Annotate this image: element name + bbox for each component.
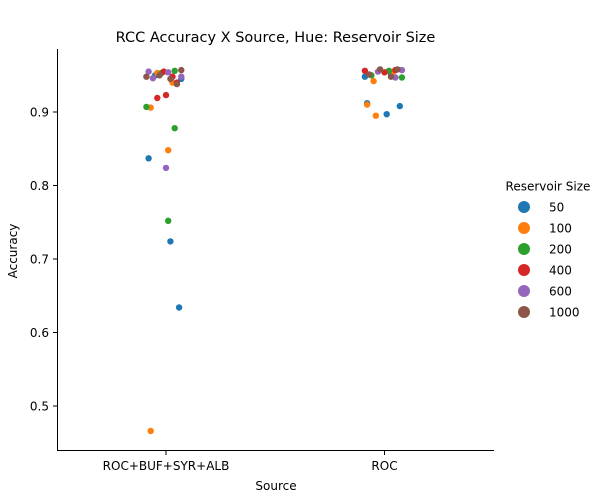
legend: Reservoir Size 50 100 200 400 600 1000	[506, 180, 591, 320]
data-point-1000	[366, 71, 373, 78]
legend-label: 600	[549, 285, 572, 299]
data-point-1000	[178, 66, 185, 74]
data-point-600	[162, 164, 170, 172]
data-point-200	[398, 74, 406, 81]
data-point-1000	[394, 66, 401, 73]
data-point-600	[145, 68, 152, 75]
y-axis-label: Accuracy	[6, 224, 20, 279]
data-point-1000	[376, 66, 384, 73]
chart-title: RCC Accuracy X Source, Hue: Reservoir Si…	[116, 30, 436, 46]
y-tick-label: 0.9	[30, 106, 49, 120]
legend-marker-600	[518, 285, 530, 297]
data-point-400	[154, 94, 161, 102]
data-point-600	[149, 75, 157, 82]
legend-label: 100	[549, 222, 572, 236]
data-point-600	[165, 69, 172, 76]
data-point-200	[171, 125, 178, 132]
data-point-1000	[167, 75, 174, 83]
y-tick-label: 0.8	[30, 179, 49, 193]
data-point-50	[175, 304, 183, 311]
y-tick-label: 0.5	[30, 400, 49, 414]
data-point-50	[145, 155, 152, 162]
x-axis-label: Source	[255, 479, 296, 493]
data-point-100	[165, 147, 172, 154]
legend-marker-100	[518, 222, 530, 234]
legend-marker-1000	[518, 306, 530, 318]
data-point-200	[171, 67, 178, 75]
data-point-200	[165, 217, 172, 224]
legend-label: 400	[549, 264, 572, 278]
legend-label: 1000	[549, 306, 580, 320]
data-point-100	[363, 101, 371, 108]
data-point-200	[143, 103, 150, 111]
y-tick-label: 0.7	[30, 253, 49, 267]
data-point-1000	[143, 73, 150, 80]
plot-area	[143, 66, 406, 435]
data-point-50	[383, 111, 390, 118]
legend-marker-200	[518, 243, 530, 255]
data-point-400	[361, 67, 369, 75]
legend-label: 50	[549, 201, 564, 215]
x-ticks: ROC+BUF+SYR+ALB ROC	[103, 450, 398, 473]
data-point-600	[178, 73, 185, 80]
data-point-1000	[387, 73, 395, 80]
data-point-400	[162, 91, 170, 99]
data-point-100	[147, 427, 154, 435]
legend-marker-400	[518, 264, 530, 276]
legend-label: 200	[549, 243, 572, 257]
data-point-100	[372, 112, 379, 119]
x-tick-label: ROC+BUF+SYR+ALB	[103, 459, 230, 473]
y-tick-label: 0.6	[30, 326, 49, 340]
data-point-50	[396, 102, 403, 110]
legend-marker-50	[518, 201, 530, 213]
data-point-1000	[156, 72, 163, 79]
data-point-1000	[173, 80, 181, 88]
y-ticks: 0.5 0.6 0.7 0.8 0.9	[30, 106, 58, 414]
data-point-100	[370, 77, 377, 85]
x-tick-label: ROC	[371, 459, 397, 473]
data-point-50	[167, 238, 174, 245]
legend-title: Reservoir Size	[506, 180, 591, 194]
